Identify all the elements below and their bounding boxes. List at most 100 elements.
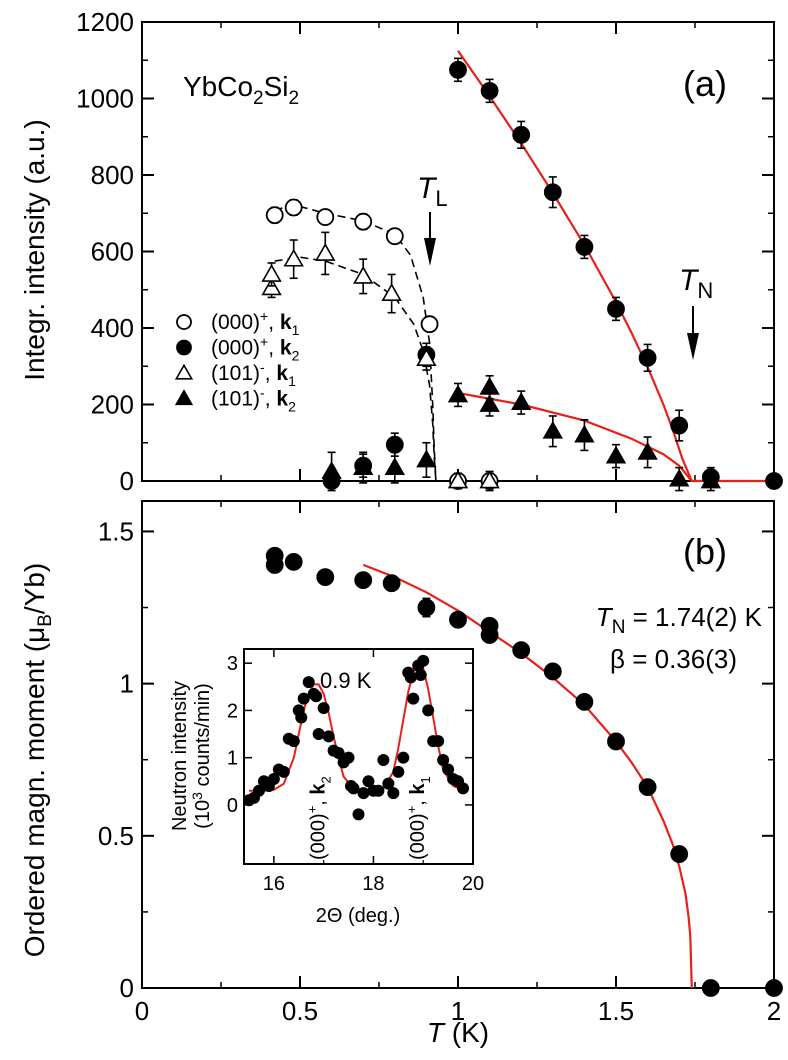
inset-data-point (422, 704, 435, 717)
filled-circle-marker (480, 81, 499, 100)
inset-peak-label: (000)+, k1 (404, 776, 433, 860)
inset-data-point (404, 671, 417, 684)
filled-circle-marker (354, 571, 373, 590)
inset-ylabel-line1: Neutron intensity (169, 681, 191, 831)
inset-x-tick-label: 18 (362, 873, 384, 895)
inset-data-point (387, 787, 400, 800)
open-circle-marker (316, 208, 335, 226)
inset-frame (243, 648, 474, 865)
inset-data-point (377, 754, 390, 767)
tl-label: TL (417, 172, 448, 211)
inset: 0 1 2 3 16 18 20 0.9 K 2Θ (deg.) Neutron inten… (169, 648, 484, 927)
filled-triangle-marker (174, 389, 194, 406)
filled-circle-marker (284, 552, 303, 571)
y-tick-label: 800 (91, 160, 134, 190)
tn-label: TN (679, 264, 713, 303)
filled-triangle-marker (574, 424, 595, 443)
inset-data-point (407, 692, 420, 705)
open-circle-marker (265, 206, 284, 225)
filled-circle-marker (607, 299, 625, 318)
panel-b-xlabel: T (K) (427, 1017, 489, 1048)
inset-y-tick-label: 1 (227, 748, 238, 770)
x-tick-label: 2 (767, 996, 781, 1026)
filled-circle-marker (607, 732, 625, 751)
inset-y-tick-label: 2 (227, 700, 238, 722)
guide-curve (274, 256, 437, 482)
filled-triangle-marker (542, 420, 563, 439)
panel-a-label: (a) (683, 63, 727, 104)
x-tick-label: 1.5 (598, 996, 634, 1026)
tn-arrow (687, 306, 699, 360)
filled-circle-marker (512, 641, 531, 660)
filled-circle-marker (512, 125, 531, 144)
y-tick-label: 0 (120, 973, 134, 1003)
legend-label: (000)+, k2 (211, 334, 300, 364)
filled-circle-marker (670, 845, 689, 863)
inset-ticks: 0 1 2 3 16 18 20 (227, 649, 484, 895)
panel-a: 0 200 400 600 800 1000 1200 YbCo2Si2 (a) TL TN… (19, 7, 783, 496)
filled-circle-marker (382, 574, 401, 593)
inset-data-point (322, 730, 335, 743)
filled-triangle-marker (511, 392, 532, 410)
panel-b-ticks: 0 0.5 1 1.5 0 0.5 1 1.5 2 (98, 501, 781, 1026)
inset-x-tick-label: 20 (462, 873, 484, 895)
y-tick-label: 0.5 (98, 821, 134, 851)
filled-triangle-marker (353, 457, 374, 476)
inset-data-point (457, 782, 470, 795)
inset-data-point (382, 777, 395, 790)
y-tick-label: 0 (120, 466, 134, 496)
order-parameter-fit (362, 563, 693, 989)
legend-label: (101)-, k2 (211, 385, 296, 415)
open-circle-marker (284, 198, 303, 217)
inset-data-point (277, 765, 290, 778)
filled-triangle-marker (447, 384, 469, 403)
filled-circle-marker (701, 979, 720, 997)
inset-xlabel: 2Θ (deg.) (316, 905, 401, 927)
panel-a-points (261, 57, 783, 492)
filled-triangle-marker (384, 457, 405, 476)
filled-circle-marker (765, 472, 783, 490)
filled-circle-marker (638, 778, 657, 797)
open-triangle-marker (416, 348, 437, 367)
x-tick-label: 1 (451, 996, 465, 1026)
fit-result-tn: TN = 1.74(2) K (596, 602, 763, 638)
panel-b-ylabel: Ordered magn. moment (μB/Yb) (19, 563, 56, 958)
inset-data-point (357, 787, 370, 800)
fit-curve (457, 50, 774, 483)
y-tick-label: 400 (91, 313, 134, 343)
inset-data-point (310, 690, 323, 703)
open-triangle-marker (315, 243, 336, 261)
inset-data-point (397, 751, 410, 764)
y-tick-label: 200 (91, 390, 134, 420)
inset-data-point (352, 808, 365, 821)
panel-b-fit (362, 563, 693, 989)
legend-label: (000)+, k1 (211, 308, 300, 338)
y-tick-label: 1.5 (98, 516, 134, 546)
panel-b: 0 0.5 1 1.5 0 0.5 1 1.5 2 (b) TN = 1.74(2) K β =… (19, 500, 783, 1048)
x-tick-label: 0.5 (282, 996, 318, 1026)
inset-data-point (414, 668, 427, 681)
filled-circle-marker (385, 435, 404, 454)
inset-data-point (317, 702, 330, 715)
inset-data-point (252, 784, 265, 797)
filled-circle-marker (543, 662, 562, 681)
inset-data-point (372, 784, 385, 797)
inset-data-point (442, 763, 455, 776)
inset-x-tick-label: 16 (263, 873, 285, 895)
open-circle-marker (176, 314, 192, 330)
inset-data-point (297, 692, 310, 705)
open-circle-marker (385, 227, 404, 246)
filled-circle-marker (575, 238, 594, 256)
filled-circle-marker (543, 183, 562, 202)
inset-data-point (432, 735, 445, 748)
panel-a-ticks: 0 200 400 600 800 1000 1200 (76, 7, 775, 496)
filled-circle-marker (449, 60, 467, 79)
inset-data-point (417, 654, 430, 667)
filled-triangle-marker (416, 449, 437, 468)
fit-result-beta: β = 0.36(3) (610, 644, 737, 674)
filled-triangle-marker (321, 461, 342, 479)
y-tick-label: 1 (120, 669, 134, 699)
inset-data-point (302, 676, 315, 689)
filled-circle-marker (638, 348, 657, 367)
